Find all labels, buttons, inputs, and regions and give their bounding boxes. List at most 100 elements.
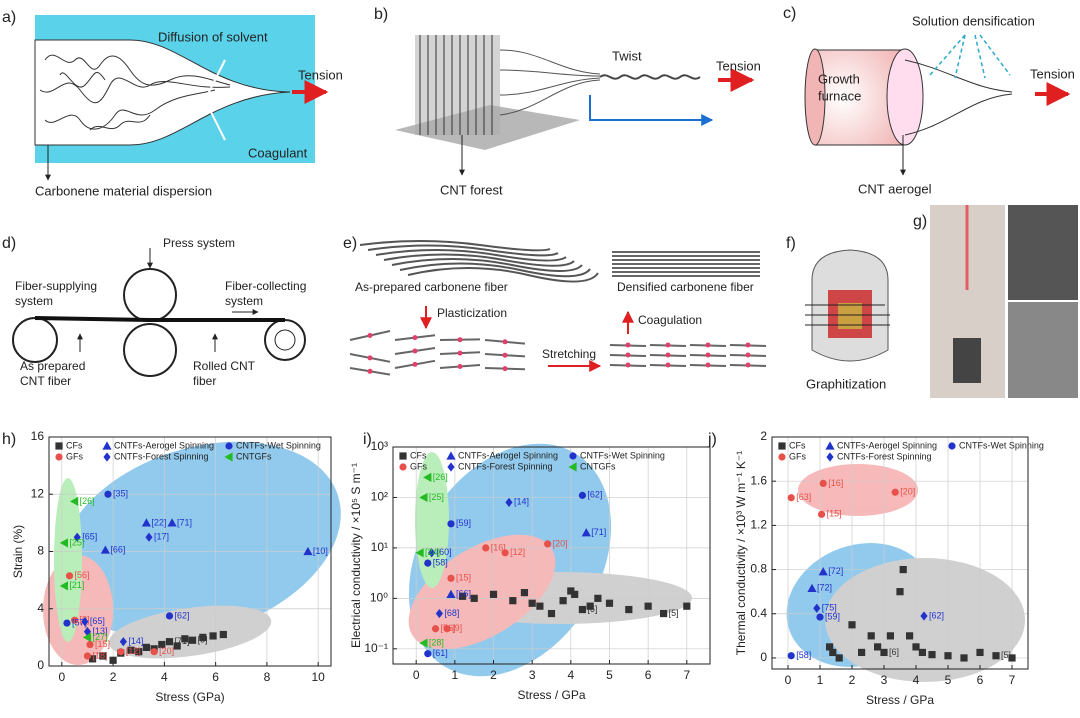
x-tick-label: 2 (110, 670, 117, 684)
roller (123, 323, 177, 377)
point (470, 594, 478, 602)
legend-marker (569, 452, 577, 460)
x-tick-label: 2 (490, 668, 497, 682)
point (419, 638, 428, 648)
roller (123, 268, 177, 322)
illustrations: a) Diffusion of solvent Tension Coagulan… (2, 5, 1078, 398)
legend-marker (446, 451, 456, 460)
point-label: [18] (92, 650, 107, 660)
label: Fiber-supplying (15, 279, 97, 293)
y-tick-label: 12 (31, 486, 45, 500)
point (835, 654, 843, 662)
x-tick-label: 4 (161, 670, 168, 684)
point (505, 497, 513, 507)
spool (274, 329, 296, 351)
point (896, 588, 904, 596)
label: Fiber-collecting (225, 279, 306, 293)
point (165, 638, 174, 646)
label: Tension (716, 58, 761, 73)
point (891, 488, 899, 496)
arrow (589, 95, 714, 126)
point-label: [14] (514, 497, 529, 507)
point (880, 648, 888, 657)
legend-marker (224, 452, 233, 462)
spray (929, 34, 1011, 79)
point-label: [66] (110, 544, 125, 554)
panel-label: j) (707, 431, 717, 448)
label: Densified carbonene fiber (617, 280, 754, 294)
point-label: [20] (900, 487, 915, 497)
point (127, 646, 135, 654)
y-tick-label: 10⁰ (370, 591, 388, 605)
label: system (15, 294, 53, 308)
dot (502, 339, 508, 345)
point-label: [20] (553, 538, 568, 548)
point-label: [25] (429, 492, 444, 502)
point-label: [21] (69, 580, 84, 590)
x-tick-label: 6 (645, 668, 652, 682)
x-tick-label: 3 (529, 668, 536, 682)
legend-label: CNTFs-Forest Spinning (114, 451, 209, 461)
point-label: [66] (456, 589, 471, 599)
point-label: [13] (92, 626, 107, 636)
y-tick-label: 4 (37, 601, 44, 615)
point-label: [24] (425, 547, 440, 557)
panel-label: e) (343, 235, 357, 252)
point (578, 491, 587, 499)
point (419, 492, 428, 503)
panel-label: h) (2, 431, 16, 448)
point (829, 648, 837, 657)
dot (367, 355, 373, 361)
point (167, 518, 177, 527)
point-label: [65] (82, 532, 97, 542)
fiber (383, 253, 575, 267)
legend-marker (103, 452, 111, 462)
load (953, 338, 981, 383)
point-label: [10] (313, 546, 328, 556)
point (489, 590, 498, 598)
point (867, 632, 875, 640)
point (424, 650, 432, 658)
point-label: [9] (452, 623, 462, 633)
point (819, 479, 827, 487)
panel-label: a) (2, 9, 16, 26)
plot-frame (392, 446, 711, 665)
dot (625, 352, 631, 358)
legend-label: GFs (789, 451, 806, 461)
forest (415, 35, 500, 135)
dot (412, 361, 418, 367)
point (848, 621, 856, 629)
label: Graphitization (806, 376, 886, 391)
legend-label: CFs (66, 440, 83, 450)
point-label: [6] (889, 647, 899, 657)
point-label: [60] (437, 547, 452, 557)
point-label: [15] (456, 573, 471, 583)
point (99, 652, 107, 660)
point (536, 602, 544, 610)
forest-lines (419, 35, 493, 135)
x-tick-label: 0 (785, 673, 792, 687)
label: Stretching (542, 347, 596, 361)
point (482, 544, 490, 552)
fiber (375, 249, 567, 262)
legend-label: GFs (66, 451, 83, 461)
point-label: [17] (154, 532, 169, 542)
point (605, 599, 614, 607)
legend-label: CNTFs-Wet Spinning (959, 440, 1044, 450)
region (798, 464, 918, 516)
label: CNT forest (440, 182, 503, 197)
point-label: [72] (817, 583, 832, 593)
point (219, 630, 227, 639)
point (458, 592, 467, 600)
x-tick-label: 1 (817, 673, 824, 687)
point (928, 651, 936, 659)
dot (367, 333, 373, 338)
legend-marker (55, 453, 63, 461)
point-label: [20] (159, 646, 174, 656)
point-label: [71] (177, 517, 192, 527)
fiber (367, 244, 559, 257)
dot (705, 352, 711, 358)
point-label: [61] (433, 648, 448, 658)
point (528, 599, 536, 607)
label: Coagulant (248, 145, 308, 160)
